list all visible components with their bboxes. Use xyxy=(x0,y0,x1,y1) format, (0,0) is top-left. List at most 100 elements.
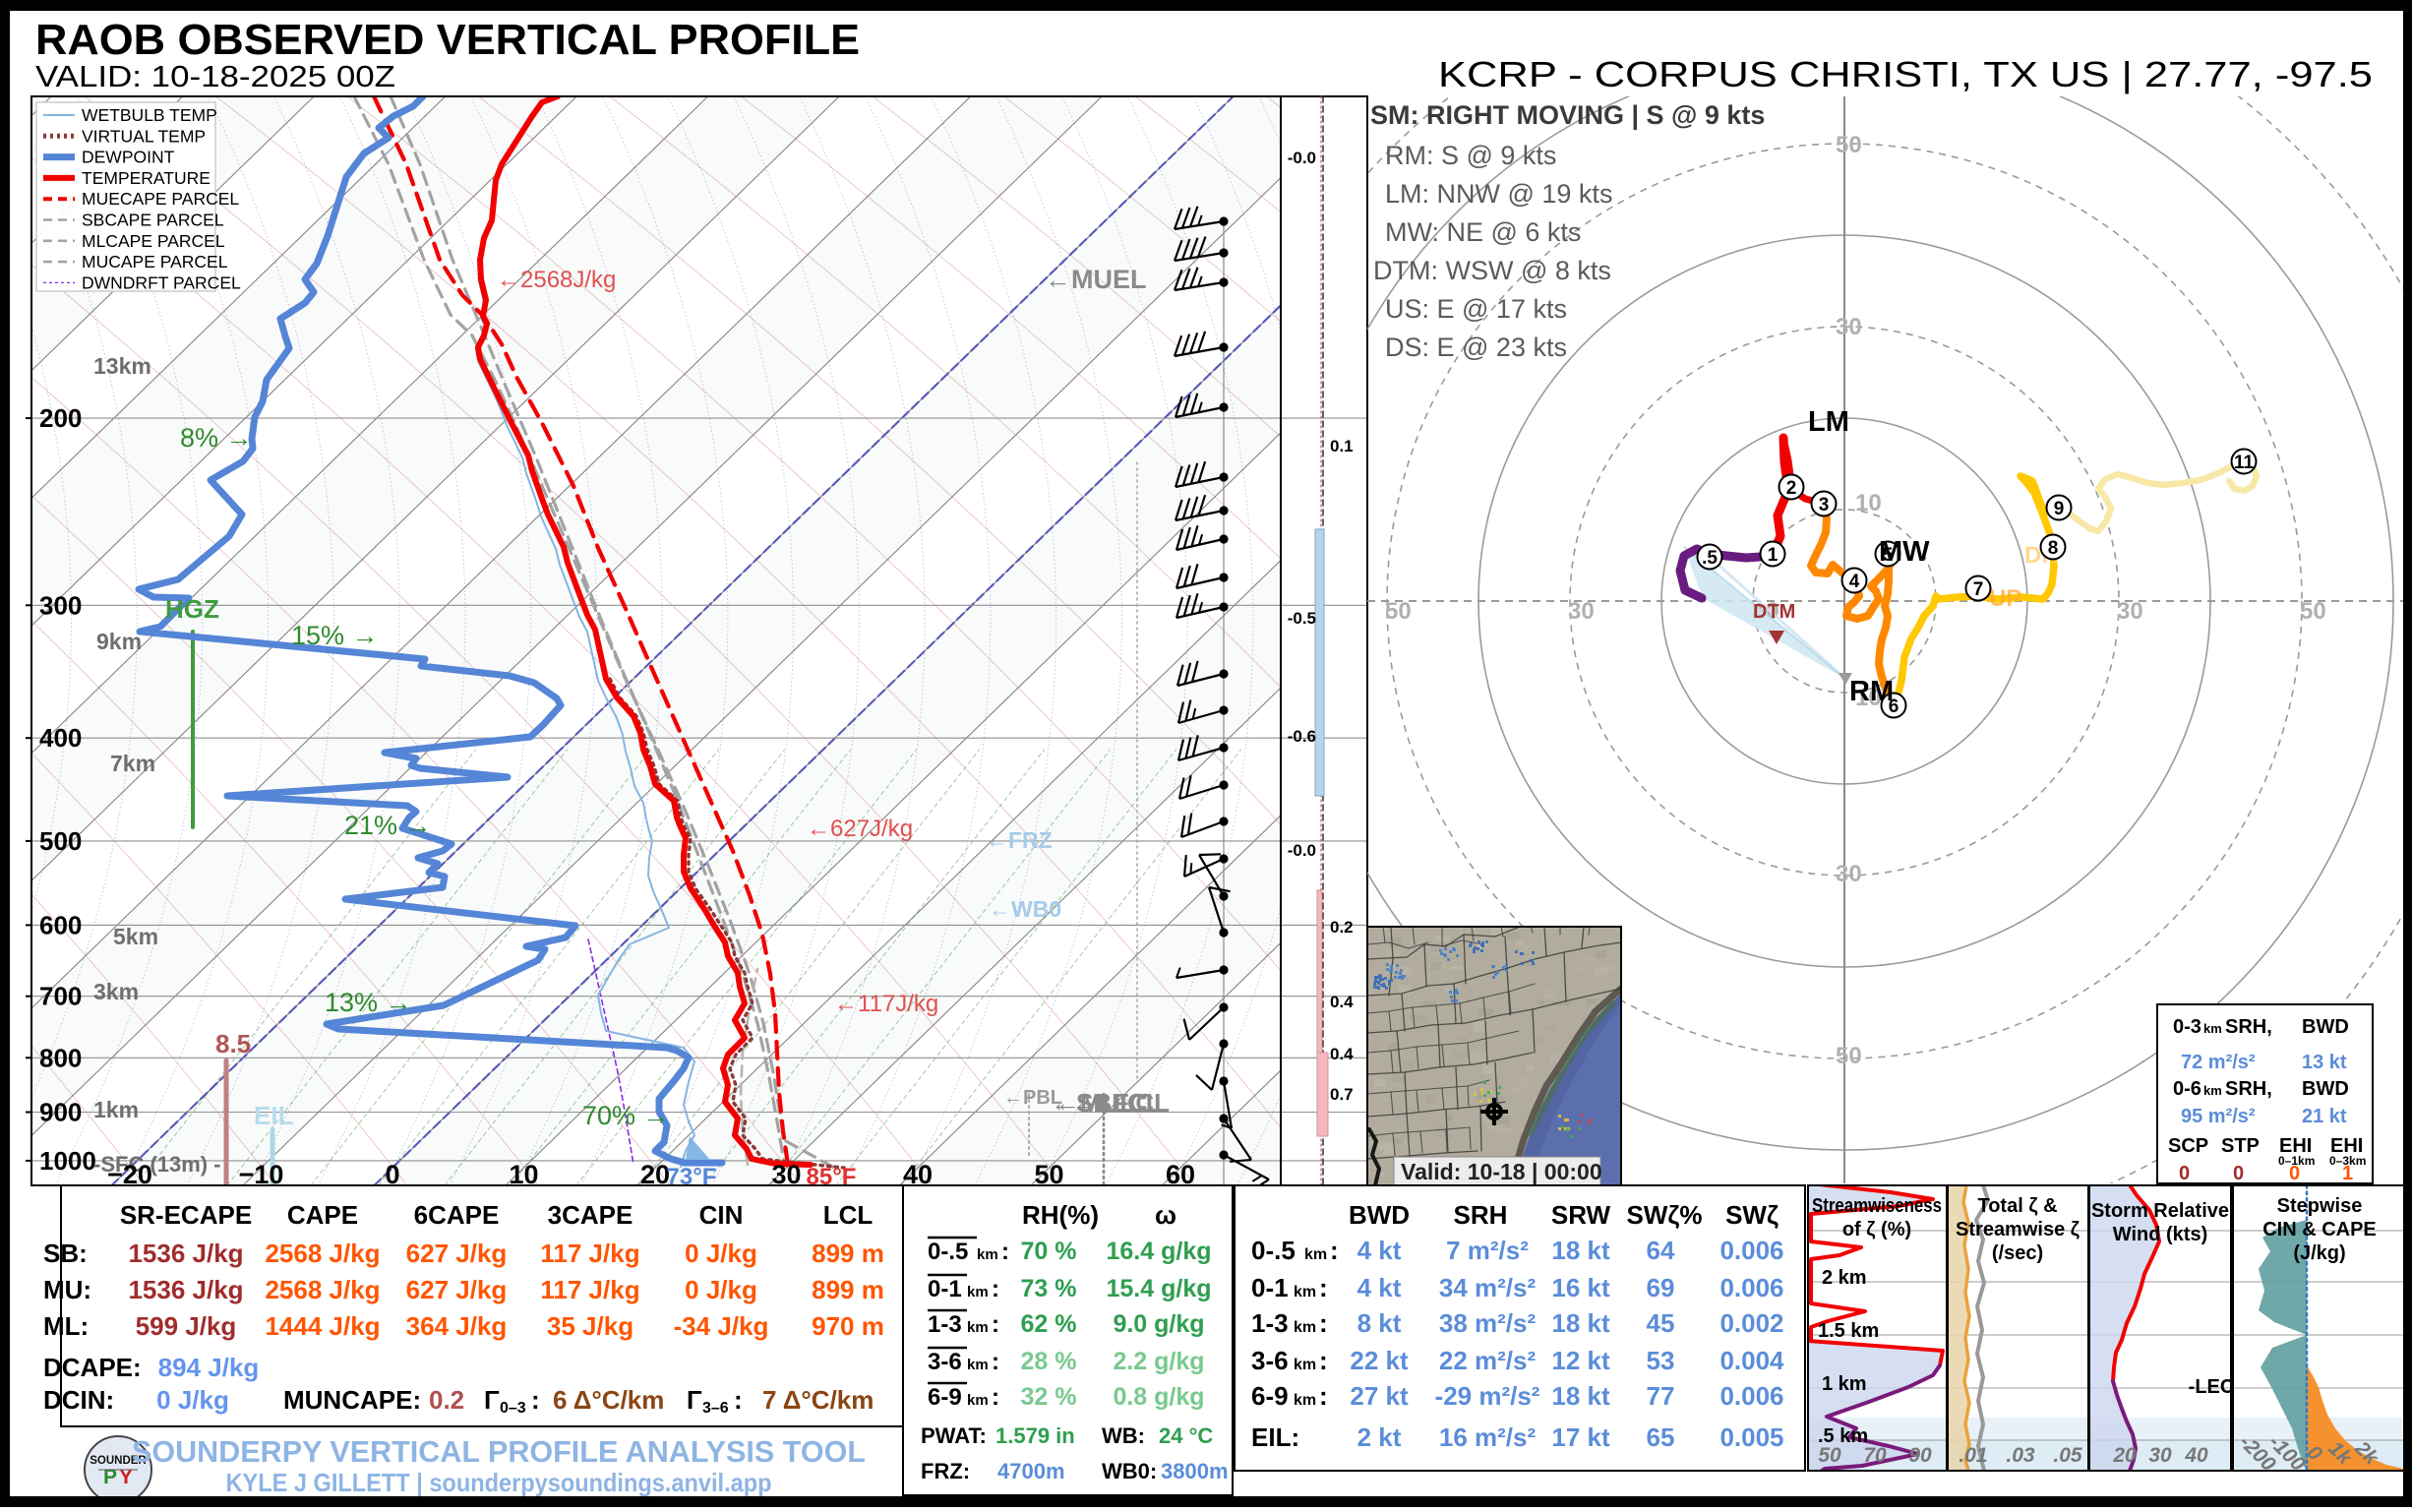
svg-text:BWD: BWD xyxy=(2302,1078,2349,1100)
svg-text:16 kt: 16 kt xyxy=(1551,1273,1610,1302)
svg-text::: : xyxy=(992,1349,999,1375)
svg-text:0-3: 0-3 xyxy=(2173,1016,2201,1038)
svg-text:35 J/kg: 35 J/kg xyxy=(547,1311,633,1341)
svg-text:18 kt: 18 kt xyxy=(1551,1308,1610,1338)
svg-text:10: 10 xyxy=(1855,685,1882,711)
svg-text:←MUEL: ←MUEL xyxy=(1045,265,1147,294)
svg-text:90: 90 xyxy=(1908,1444,1932,1467)
svg-text:0-6: 0-6 xyxy=(2173,1078,2201,1100)
svg-text:34 m²/s²: 34 m²/s² xyxy=(1439,1273,1537,1302)
svg-text:SWζ%: SWζ% xyxy=(1627,1200,1703,1230)
svg-text:0-1: 0-1 xyxy=(928,1276,962,1302)
svg-text:38 m²/s²: 38 m²/s² xyxy=(1439,1308,1537,1338)
svg-text:899 m: 899 m xyxy=(812,1275,884,1304)
svg-text:6: 6 xyxy=(1889,696,1899,717)
svg-text:FRZ:: FRZ: xyxy=(921,1459,970,1483)
svg-text:1-3: 1-3 xyxy=(928,1311,962,1338)
svg-text:DCAPE:: DCAPE: xyxy=(43,1353,142,1382)
svg-text:73 %: 73 % xyxy=(1021,1275,1077,1302)
svg-text:5km: 5km xyxy=(113,924,158,949)
svg-text:70: 70 xyxy=(1863,1444,1887,1467)
svg-text:CIN: CIN xyxy=(699,1200,744,1230)
svg-text:9.0 g/kg: 9.0 g/kg xyxy=(1113,1310,1204,1338)
svg-text:15.4 g/kg: 15.4 g/kg xyxy=(1107,1275,1212,1302)
svg-text:8% →: 8% → xyxy=(180,423,253,453)
svg-text:SOUNDER: SOUNDER xyxy=(90,1455,147,1467)
svg-text:2: 2 xyxy=(1786,478,1797,499)
svg-text:1 km: 1 km xyxy=(1822,1373,1867,1395)
svg-text:RM: S @ 9 kts: RM: S @ 9 kts xyxy=(1385,141,1556,170)
svg-text:18 kt: 18 kt xyxy=(1551,1236,1610,1265)
svg-text:15% →: 15% → xyxy=(291,621,379,650)
svg-text:SR-ECAPE: SR-ECAPE xyxy=(120,1200,252,1230)
svg-text:900: 900 xyxy=(39,1098,82,1127)
svg-text:2 km: 2 km xyxy=(1822,1267,1867,1289)
svg-text:28 %: 28 % xyxy=(1021,1348,1077,1375)
svg-text:1-3: 1-3 xyxy=(1251,1308,1289,1338)
svg-text:Stepwise: Stepwise xyxy=(2277,1195,2363,1217)
svg-text:LCL: LCL xyxy=(823,1200,874,1230)
svg-text::: : xyxy=(734,1385,743,1415)
svg-text:899 m: 899 m xyxy=(812,1239,884,1268)
svg-text:50: 50 xyxy=(1818,1444,1841,1467)
svg-text:600: 600 xyxy=(39,910,82,939)
svg-text:40: 40 xyxy=(2184,1444,2208,1467)
svg-text:0.8 g/kg: 0.8 g/kg xyxy=(1113,1383,1204,1411)
svg-text:1.579 in: 1.579 in xyxy=(995,1423,1075,1448)
svg-text:50: 50 xyxy=(1836,132,1862,158)
svg-text:3CAPE: 3CAPE xyxy=(548,1200,633,1230)
svg-text:.05: .05 xyxy=(2053,1444,2082,1467)
svg-text:13 kt: 13 kt xyxy=(2302,1052,2347,1073)
svg-text:12 kt: 12 kt xyxy=(1551,1346,1610,1375)
svg-text:LM: LM xyxy=(1808,406,1849,438)
svg-text:30: 30 xyxy=(2117,598,2143,625)
svg-text:117 J/kg: 117 J/kg xyxy=(540,1239,639,1268)
svg-text:MLCAPE PARCEL: MLCAPE PARCEL xyxy=(82,231,225,251)
svg-text:8: 8 xyxy=(2048,538,2059,559)
svg-text:ω: ω xyxy=(1155,1200,1176,1230)
svg-text:7 Δ°C/km: 7 Δ°C/km xyxy=(762,1385,874,1415)
svg-text:22 m²/s²: 22 m²/s² xyxy=(1439,1346,1537,1375)
svg-text::: : xyxy=(992,1276,999,1302)
svg-text:Γ: Γ xyxy=(687,1385,702,1415)
svg-text:77: 77 xyxy=(1647,1381,1675,1411)
svg-text:.5 km: .5 km xyxy=(1818,1425,1868,1447)
svg-text:EHI: EHI xyxy=(2279,1135,2312,1157)
svg-text:DTM: WSW @ 8 kts: DTM: WSW @ 8 kts xyxy=(1373,256,1611,285)
svg-text:4 kt: 4 kt xyxy=(1357,1236,1402,1265)
svg-text:Streamwise ζ: Streamwise ζ xyxy=(1956,1219,2080,1240)
svg-text:0 J/kg: 0 J/kg xyxy=(685,1275,757,1304)
svg-text:of ζ (%): of ζ (%) xyxy=(1842,1219,1911,1240)
svg-text:2568 J/kg: 2568 J/kg xyxy=(265,1239,380,1268)
svg-text:-34 J/kg: -34 J/kg xyxy=(674,1311,769,1341)
svg-text:27 kt: 27 kt xyxy=(1350,1381,1409,1411)
svg-text:-0.0: -0.0 xyxy=(1288,841,1316,860)
svg-text:km: km xyxy=(967,1392,989,1409)
svg-text:0.4: 0.4 xyxy=(1330,993,1354,1011)
svg-text:←LFC: ←LFC xyxy=(1072,1088,1148,1118)
svg-text:DS: E @ 23 kts: DS: E @ 23 kts xyxy=(1385,333,1567,362)
svg-text:.5: .5 xyxy=(1702,548,1718,569)
svg-text:P: P xyxy=(103,1466,117,1488)
svg-text:3: 3 xyxy=(1819,495,1830,515)
svg-text:MW: MW xyxy=(1879,536,1930,568)
svg-text:km: km xyxy=(1294,1357,1316,1373)
svg-text:Wind (kts): Wind (kts) xyxy=(2113,1224,2207,1245)
svg-text:km: km xyxy=(2203,1021,2222,1036)
svg-text:0.006: 0.006 xyxy=(1719,1273,1783,1302)
svg-text:1000: 1000 xyxy=(39,1146,96,1176)
svg-text:km: km xyxy=(1304,1246,1327,1263)
svg-text:DWNDRFT PARCEL: DWNDRFT PARCEL xyxy=(82,272,241,292)
svg-text:Γ: Γ xyxy=(484,1385,500,1415)
svg-text:53: 53 xyxy=(1647,1346,1675,1375)
svg-text:117 J/kg: 117 J/kg xyxy=(540,1275,639,1304)
svg-text:65: 65 xyxy=(1647,1422,1675,1452)
svg-text:32 %: 32 % xyxy=(1021,1383,1077,1411)
svg-text:BWD: BWD xyxy=(2302,1016,2349,1038)
svg-text:8.5: 8.5 xyxy=(215,1029,251,1058)
svg-text:←2568J/kg: ←2568J/kg xyxy=(497,267,616,293)
svg-text:30: 30 xyxy=(2148,1444,2172,1467)
svg-text:50: 50 xyxy=(2300,598,2326,625)
svg-text:21 kt: 21 kt xyxy=(2302,1106,2347,1127)
svg-text:8 kt: 8 kt xyxy=(1357,1308,1402,1338)
